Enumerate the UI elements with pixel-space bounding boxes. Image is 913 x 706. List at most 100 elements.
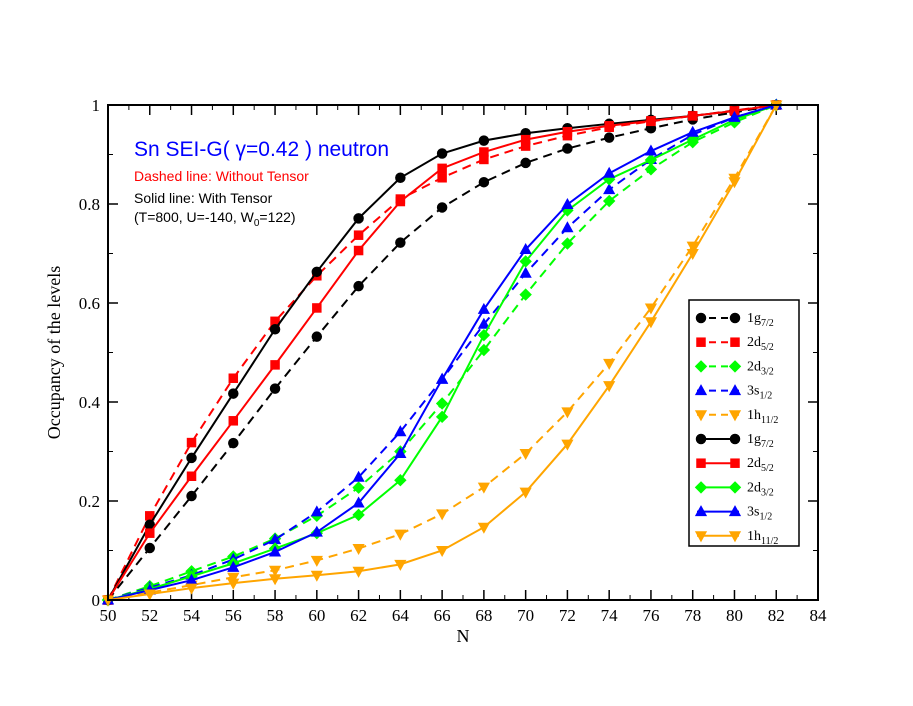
data-point	[310, 555, 323, 567]
x-tick-label: 70	[517, 606, 534, 625]
legend-label-main: 2d	[747, 456, 761, 471]
data-point	[728, 110, 741, 122]
data-point	[186, 437, 197, 448]
data-point	[604, 121, 614, 131]
data-point	[145, 528, 155, 538]
x-tick-label: 68	[475, 606, 492, 625]
legend-marker	[694, 505, 708, 517]
data-point	[644, 144, 658, 156]
legend-label-sub: 11/2	[761, 536, 778, 547]
data-point	[686, 249, 699, 261]
params-sub: 0	[254, 218, 260, 229]
data-point	[728, 177, 741, 189]
data-point	[227, 572, 240, 584]
legend-marker	[694, 481, 708, 494]
legend-marker	[694, 360, 708, 373]
legend-marker	[730, 337, 740, 347]
y-tick-label: 0	[92, 591, 101, 610]
data-point	[228, 437, 239, 449]
legend-label-main: 3s	[747, 384, 759, 399]
data-point	[644, 163, 658, 176]
data-point	[352, 481, 365, 494]
data-point	[603, 358, 616, 370]
data-point	[353, 213, 364, 224]
data-point	[352, 544, 365, 556]
data-point	[519, 243, 532, 255]
legend-label-sub: 5/2	[761, 463, 774, 474]
data-point	[310, 570, 323, 582]
data-point	[603, 381, 616, 393]
data-point	[561, 221, 574, 233]
data-point	[186, 452, 197, 464]
data-point	[394, 559, 407, 571]
legend-label-sub: 7/2	[761, 439, 774, 450]
legend-label-main: 1h	[747, 529, 761, 544]
data-point	[644, 317, 658, 329]
data-point	[353, 280, 364, 292]
legend-label: 1h11/2	[747, 529, 778, 547]
data-point	[436, 202, 448, 213]
data-point	[478, 176, 490, 188]
legend-entry: 2d5/2	[696, 335, 774, 353]
data-point	[269, 383, 281, 394]
data-point	[352, 470, 365, 482]
x-tick-label: 62	[350, 606, 367, 625]
legend-label-main: 2d	[747, 335, 761, 350]
data-point	[520, 134, 531, 145]
data-point	[437, 163, 447, 174]
legend-label-main: 2d	[747, 480, 761, 495]
data-point	[310, 525, 323, 537]
data-point	[394, 425, 407, 437]
y-axis-label: Occupancy of the levels	[44, 266, 64, 439]
legend-label: 3s1/2	[747, 505, 772, 523]
data-point	[561, 197, 574, 209]
data-point	[603, 183, 616, 195]
data-point	[520, 157, 531, 169]
x-tick-label: 72	[559, 606, 576, 625]
legend-label-sub: 1/2	[759, 512, 772, 523]
y-tick-label: 0.6	[79, 294, 100, 313]
data-point	[603, 132, 615, 143]
data-point	[477, 302, 490, 314]
data-point	[228, 373, 239, 383]
x-tick-label: 60	[308, 606, 325, 625]
data-point	[519, 255, 532, 268]
data-point	[436, 372, 449, 384]
data-point	[561, 407, 574, 419]
data-point	[562, 143, 573, 154]
data-point	[435, 410, 449, 424]
data-point	[477, 317, 490, 329]
legend-entry: 2d5/2	[696, 456, 774, 474]
data-point	[686, 125, 699, 137]
x-tick-label: 56	[225, 606, 242, 625]
data-point	[352, 508, 365, 522]
data-point	[519, 448, 532, 461]
axis-ticks	[107, 104, 819, 601]
x-tick-label: 52	[141, 606, 158, 625]
legend-label: 3s1/2	[747, 384, 772, 402]
legend-marker	[694, 384, 708, 396]
solid-line-note: Solid line: With Tensor	[134, 190, 273, 206]
data-point	[395, 172, 406, 184]
x-tick-label: 66	[434, 606, 451, 625]
legend-entry: 1g7/2	[695, 432, 774, 450]
data-point	[353, 230, 364, 240]
data-point	[269, 323, 281, 335]
x-tick-label: 54	[183, 606, 201, 625]
data-point	[561, 237, 574, 250]
legend-label-sub: 5/2	[761, 342, 774, 353]
data-point	[395, 237, 406, 248]
x-tick-label: 76	[642, 606, 659, 625]
data-point	[562, 126, 573, 137]
legend-marker	[728, 384, 742, 396]
data-point	[561, 439, 574, 451]
legend-label: 1g7/2	[747, 432, 774, 450]
data-point	[144, 542, 156, 554]
legend-marker	[730, 458, 740, 468]
data-point	[310, 505, 323, 517]
legend-marker	[728, 360, 742, 373]
data-point	[686, 133, 699, 146]
data-point	[477, 343, 491, 357]
legend-label: 1h11/2	[747, 408, 778, 426]
